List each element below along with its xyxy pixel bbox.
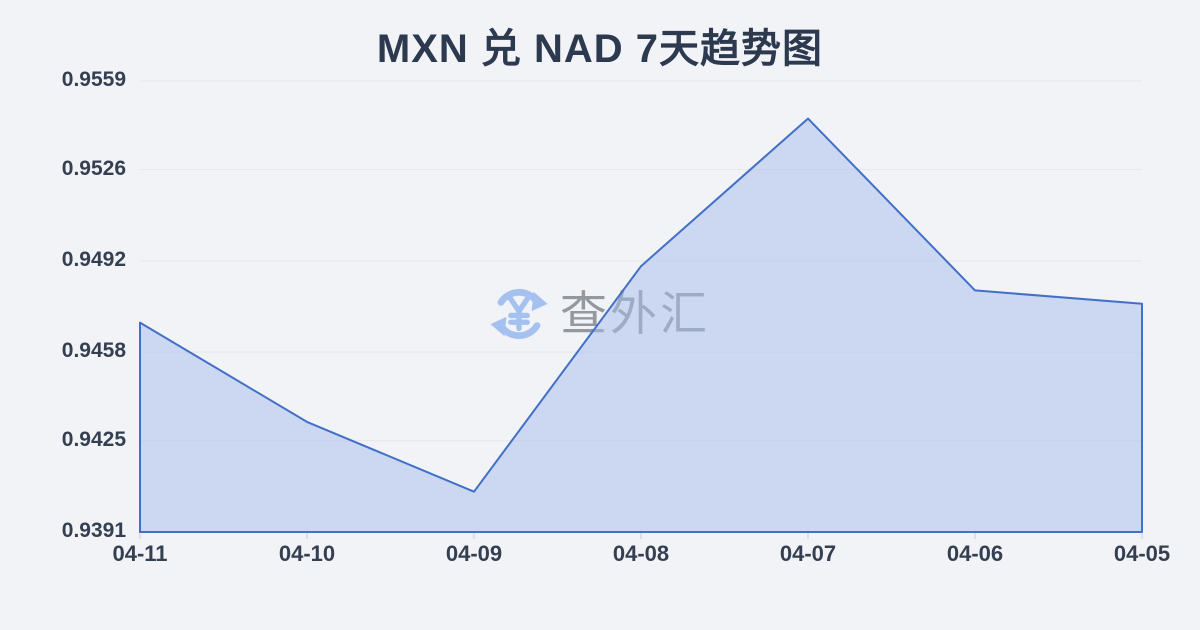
currency-exchange-refresh-icon (490, 288, 548, 340)
chart-title: MXN 兑 NAD 7天趋势图 (376, 27, 824, 71)
trend-area (139, 117, 1143, 533)
